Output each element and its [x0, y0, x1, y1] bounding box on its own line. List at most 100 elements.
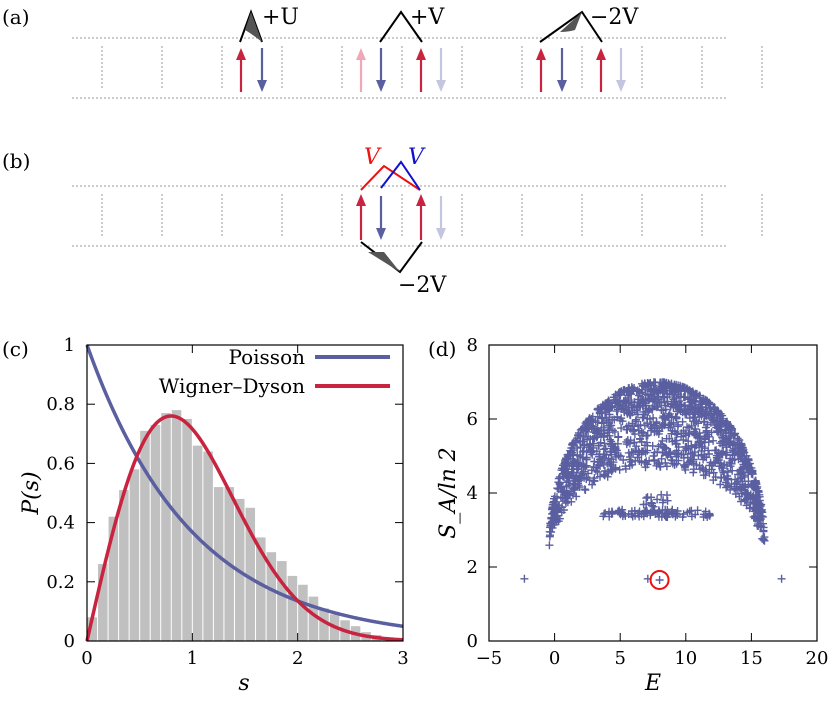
scatter-point [567, 468, 576, 477]
scatter-point [679, 450, 688, 459]
panel-label-a: (a) [2, 5, 30, 29]
scatter-point [622, 440, 631, 449]
scatter-point [561, 457, 570, 466]
scatter-point [671, 439, 680, 448]
y-axis-label-d: S_A/ln 2 [436, 447, 461, 539]
scatter-point [667, 399, 676, 408]
spin-down-arrow-head [616, 80, 626, 92]
scatter-point [701, 411, 710, 420]
scatter-point [646, 381, 655, 390]
scatter-point [636, 395, 645, 404]
scatter-point [690, 391, 699, 400]
x-tick-label-c: 0 [81, 648, 92, 669]
scatter-point [748, 468, 757, 477]
scatter-point [658, 498, 667, 507]
scatter-point [685, 414, 694, 422]
scatter-point [677, 432, 686, 441]
scatter-point [571, 482, 580, 491]
scatter-point [640, 421, 649, 430]
scatter-point [629, 448, 638, 457]
chart-c-level-statistics: 0 1 2 300.20.40.60.81 Poisson Wigner–Dyson … [19, 335, 409, 696]
scatter-point [667, 412, 676, 421]
scatter-point [650, 456, 659, 464]
bracket-2V-fill [560, 12, 582, 32]
x-tick-label-d: −5 [476, 648, 503, 669]
spin-down-arrow-head [436, 80, 446, 92]
scatter-point [595, 450, 604, 459]
scatter-point [643, 441, 652, 450]
scatter-point [615, 465, 624, 474]
scatter-point [642, 494, 651, 503]
scatter-point [730, 484, 739, 493]
histogram-bar [98, 564, 108, 641]
scatter-point [689, 465, 698, 474]
scatter-point [553, 484, 562, 493]
scatter-point [607, 467, 616, 476]
scatter-point [558, 472, 567, 481]
scatter-point [741, 458, 750, 467]
scatter-point [550, 497, 559, 506]
panel-label-d: (d) [428, 337, 456, 361]
scatter-point [682, 384, 691, 393]
isolated-point [655, 576, 664, 584]
scatter-point [629, 427, 637, 436]
scatter-point [687, 512, 696, 521]
histogram-bar [87, 617, 98, 641]
wigner-dyson-curve [85, 414, 404, 642]
scatter-point [740, 496, 749, 505]
scatter-point [628, 460, 637, 469]
spin-up-arrow-head [356, 48, 366, 60]
scatter-point [650, 392, 659, 401]
scatter-point [728, 424, 737, 433]
scatter-point [674, 405, 683, 414]
ticks-c: 0 1 2 3 0 0.2 0.4 0.6 0.8 1 [46, 335, 408, 669]
scatter-point [723, 481, 732, 490]
histogram-bar [298, 584, 308, 641]
scatter-point [632, 442, 641, 451]
scatter-point [744, 480, 753, 489]
scatter-point [684, 437, 693, 446]
label-plus-U: +U [262, 5, 299, 30]
scatter-point [601, 444, 610, 453]
scatter-point [609, 444, 618, 453]
scatter-point [598, 414, 607, 423]
bracket-V-blue [380, 160, 421, 191]
scatter-point [693, 506, 702, 515]
scatter-point [581, 463, 590, 472]
highlighted-state-circle [649, 569, 670, 590]
panel-label-c: (c) [2, 337, 29, 361]
scatter-point [659, 442, 668, 451]
histogram-bar [119, 490, 129, 641]
scatter-point [659, 387, 668, 396]
scatter-point [703, 420, 712, 429]
scatter-point [579, 446, 588, 455]
spin-down-arrow-head [257, 80, 267, 92]
scatter-point [591, 416, 600, 425]
histogram-bar [245, 507, 256, 641]
scatter-point [614, 433, 623, 442]
spin-arrows-b [356, 194, 446, 240]
y-tick-label-d: 2 [467, 557, 478, 578]
scatter-point [731, 475, 740, 484]
scatter-point [653, 495, 662, 504]
scatter-point [733, 440, 742, 449]
histogram-bar [171, 410, 182, 641]
scatter-point [654, 429, 663, 438]
scatter-point [647, 426, 656, 435]
scatter-point [600, 454, 609, 463]
scatter-point [753, 521, 762, 530]
scatter-point [597, 430, 606, 439]
scatter-point [643, 460, 652, 469]
spin-up-arrow-head [416, 48, 426, 60]
scatter-point [669, 419, 678, 428]
scatter-point [615, 507, 624, 516]
scatter-point [692, 460, 701, 469]
scatter-point [596, 462, 605, 470]
scatter-point [754, 488, 763, 497]
scatter-point [679, 510, 688, 519]
scatter-point [625, 388, 634, 397]
scatter-point [649, 452, 658, 460]
bracket-U-fill [245, 12, 262, 42]
scatter-point [655, 398, 664, 407]
